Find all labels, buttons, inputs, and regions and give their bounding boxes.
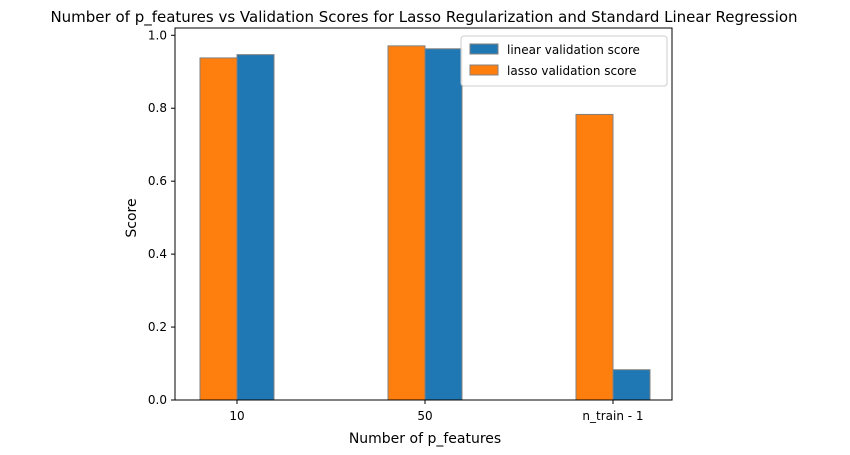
legend-swatch [469, 43, 499, 55]
plot-area: 0.0 0.2 0.4 0.6 0.8 1.0 10 50 n_train - 1 [148, 27, 673, 423]
y-tick-label: 0.6 [148, 174, 167, 188]
x-axis-label: Number of p_features [349, 431, 501, 447]
y-tick-label: 0.8 [148, 101, 167, 115]
legend-label: lasso validation score [507, 64, 637, 78]
y-tick-label: 0.4 [148, 247, 167, 261]
legend-box [460, 35, 668, 87]
bar-lasso-0 [199, 57, 238, 401]
bar-linear-2 [612, 369, 651, 401]
legend-label: linear validation score [507, 43, 640, 57]
x-tick-label: 10 [229, 409, 244, 423]
bar-linear-0 [236, 54, 275, 401]
legend-swatch [469, 64, 499, 76]
y-tick-label: 1.0 [148, 28, 167, 42]
bar-lasso-1 [387, 45, 426, 401]
y-axis-label: Score [124, 198, 140, 237]
chart-title: Number of p_features vs Validation Score… [50, 8, 797, 27]
bar-lasso-2 [575, 113, 614, 401]
y-tick-label: 0.2 [148, 320, 167, 334]
x-tick-label: n_train - 1 [582, 409, 643, 423]
plot-frame [174, 27, 673, 401]
bar-linear-1 [424, 48, 463, 401]
legend: linear validation score lasso validation … [460, 35, 668, 87]
y-tick-label: 0.0 [148, 393, 167, 407]
x-tick-label: 50 [417, 409, 432, 423]
